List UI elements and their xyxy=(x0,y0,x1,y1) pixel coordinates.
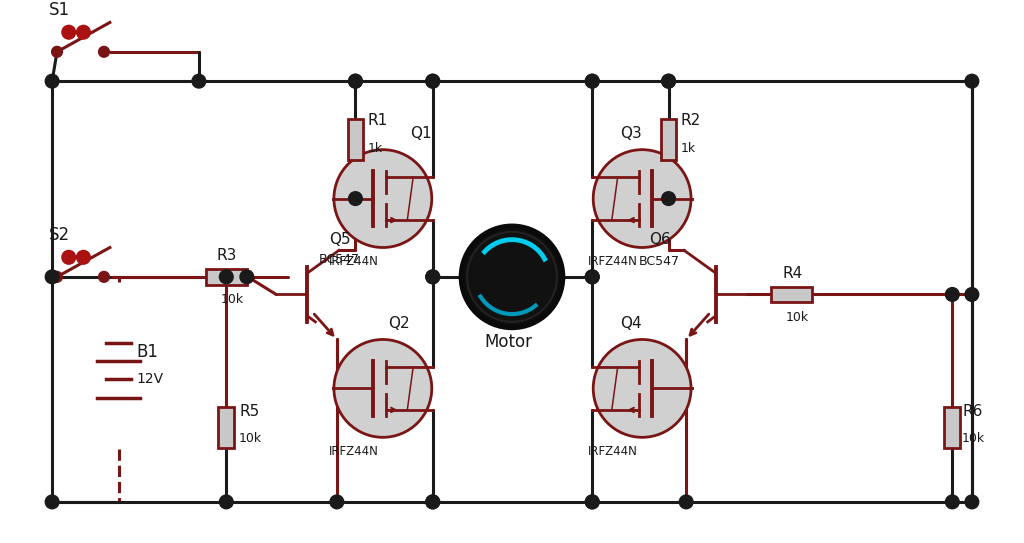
Circle shape xyxy=(98,46,110,57)
Text: Q3: Q3 xyxy=(621,126,642,141)
Circle shape xyxy=(51,272,62,282)
Circle shape xyxy=(586,270,599,283)
Circle shape xyxy=(426,495,439,509)
Bar xyxy=(944,407,961,448)
Text: R2: R2 xyxy=(680,113,700,128)
Text: 1k: 1k xyxy=(680,142,695,155)
Circle shape xyxy=(334,150,432,248)
Text: R6: R6 xyxy=(963,404,982,419)
Circle shape xyxy=(45,74,59,88)
Circle shape xyxy=(426,74,439,88)
Circle shape xyxy=(219,495,233,509)
Circle shape xyxy=(662,74,676,88)
Circle shape xyxy=(51,46,62,57)
Circle shape xyxy=(593,150,691,248)
Text: IRFZ44N: IRFZ44N xyxy=(329,445,379,458)
Text: 10k: 10k xyxy=(239,432,262,445)
Bar xyxy=(347,119,364,160)
Circle shape xyxy=(662,74,676,88)
Circle shape xyxy=(965,288,979,301)
Circle shape xyxy=(426,495,439,509)
Circle shape xyxy=(662,192,676,205)
Circle shape xyxy=(77,26,90,39)
Circle shape xyxy=(965,495,979,509)
Text: 10k: 10k xyxy=(963,432,985,445)
Text: R1: R1 xyxy=(368,113,387,128)
Text: Q6: Q6 xyxy=(649,231,671,247)
Circle shape xyxy=(45,495,59,509)
Text: Q4: Q4 xyxy=(621,315,642,331)
Circle shape xyxy=(945,495,959,509)
Circle shape xyxy=(461,226,563,328)
Text: IRFZ44N: IRFZ44N xyxy=(589,445,638,458)
Circle shape xyxy=(330,495,344,509)
Text: Q1: Q1 xyxy=(411,126,432,141)
Circle shape xyxy=(193,74,206,88)
Circle shape xyxy=(348,74,362,88)
Text: R5: R5 xyxy=(239,404,259,419)
Bar xyxy=(218,407,234,448)
Text: R4: R4 xyxy=(782,266,803,281)
Text: B1: B1 xyxy=(136,343,159,361)
Circle shape xyxy=(679,495,693,509)
Text: 10k: 10k xyxy=(220,293,244,306)
Circle shape xyxy=(945,288,959,301)
Text: 1k: 1k xyxy=(368,142,382,155)
Circle shape xyxy=(98,272,110,282)
Circle shape xyxy=(586,495,599,509)
Bar xyxy=(771,287,812,302)
Text: Q2: Q2 xyxy=(388,315,410,331)
Circle shape xyxy=(586,495,599,509)
Circle shape xyxy=(334,339,432,437)
Circle shape xyxy=(61,250,76,264)
Circle shape xyxy=(426,270,439,283)
Circle shape xyxy=(348,74,362,88)
Text: BC547: BC547 xyxy=(639,255,680,268)
Text: S1: S1 xyxy=(49,1,71,18)
Circle shape xyxy=(61,26,76,39)
Circle shape xyxy=(426,270,439,283)
Bar xyxy=(206,269,247,285)
Circle shape xyxy=(586,270,599,283)
Bar xyxy=(660,119,677,160)
Text: S2: S2 xyxy=(49,226,71,244)
Circle shape xyxy=(219,270,233,283)
Circle shape xyxy=(426,74,439,88)
Text: 12V: 12V xyxy=(136,372,164,386)
Text: IRFZ44N: IRFZ44N xyxy=(589,255,638,268)
Text: 10k: 10k xyxy=(786,311,809,324)
Text: BC547: BC547 xyxy=(319,253,360,266)
Circle shape xyxy=(467,232,557,322)
Circle shape xyxy=(965,74,979,88)
Text: Q5: Q5 xyxy=(329,231,350,247)
Circle shape xyxy=(586,74,599,88)
Circle shape xyxy=(77,250,90,264)
Circle shape xyxy=(593,339,691,437)
Text: IRFZ44N: IRFZ44N xyxy=(329,255,379,268)
Text: R3: R3 xyxy=(216,248,237,263)
Circle shape xyxy=(586,74,599,88)
Circle shape xyxy=(348,192,362,205)
Circle shape xyxy=(240,270,254,283)
Text: Motor: Motor xyxy=(484,333,532,351)
Circle shape xyxy=(45,270,59,283)
